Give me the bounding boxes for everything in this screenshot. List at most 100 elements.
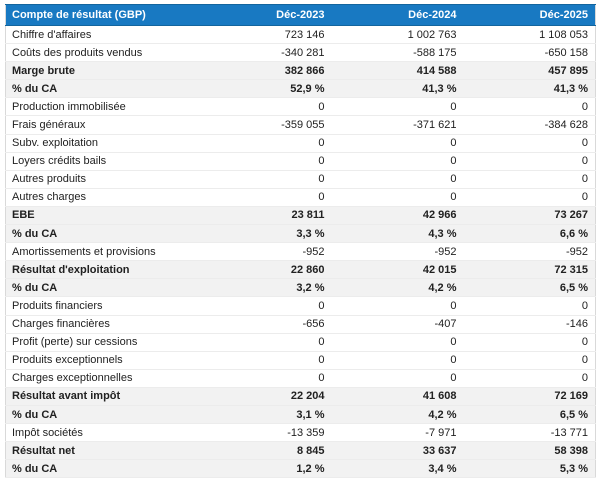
- value-cell: 42 015: [331, 260, 464, 280]
- value-cell: 58 398: [463, 441, 596, 461]
- table-header: Compte de résultat (GBP) Déc-2023 Déc-20…: [5, 4, 596, 26]
- row-label-cell: Production immobilisée: [5, 97, 200, 117]
- value-cell: 72 315: [463, 260, 596, 280]
- table-row: Produits exceptionnels 0 0 0: [5, 351, 596, 370]
- table-row: Résultat avant impôt 22 204 41 608 72 169: [5, 387, 596, 406]
- value-cell: -146: [463, 315, 596, 334]
- table-row: Résultat net 8 845 33 637 58 398: [5, 441, 596, 461]
- value-cell: 723 146: [199, 25, 332, 45]
- table-row: Autres charges 0 0 0: [5, 188, 596, 207]
- value-cell: -13 771: [463, 423, 596, 443]
- value-cell: 4,2 %: [331, 405, 464, 425]
- value-cell: 73 267: [463, 206, 596, 226]
- value-cell: 42 966: [331, 206, 464, 226]
- header-row: Compte de résultat (GBP) Déc-2023 Déc-20…: [5, 4, 596, 26]
- table-row: Charges exceptionnelles 0 0 0: [5, 369, 596, 388]
- value-cell: 0: [463, 351, 596, 370]
- value-cell: 0: [331, 170, 464, 189]
- row-label-cell: % du CA: [5, 278, 200, 298]
- row-label-cell: Résultat d'exploitation: [5, 260, 200, 280]
- table-row: Production immobilisée 0 0 0: [5, 97, 596, 117]
- value-cell: 41 608: [331, 387, 464, 406]
- income-statement-table: Compte de résultat (GBP) Déc-2023 Déc-20…: [5, 4, 596, 479]
- value-cell: 0: [331, 188, 464, 207]
- value-cell: 6,5 %: [463, 405, 596, 425]
- value-cell: 0: [199, 152, 332, 171]
- row-label-cell: Chiffre d'affaires: [5, 25, 200, 45]
- table-row: Coûts des produits vendus -340 281 -588 17…: [5, 43, 596, 63]
- header-cell-account: Compte de résultat (GBP): [5, 4, 200, 26]
- row-label-cell: Coûts des produits vendus: [5, 43, 200, 63]
- value-cell: -952: [199, 242, 332, 262]
- value-cell: 1 108 053: [463, 25, 596, 45]
- value-cell: 414 588: [331, 61, 464, 81]
- table-row: Chiffre d'affaires 723 146 1 002 763 1 108 …: [5, 25, 596, 45]
- table-row: % du CA 52,9 % 41,3 % 41,3 %: [5, 79, 596, 99]
- value-cell: 0: [463, 333, 596, 352]
- table-row: % du CA 3,1 % 4,2 % 6,5 %: [5, 405, 596, 425]
- value-cell: -407: [331, 315, 464, 334]
- table-row: % du CA 3,3 % 4,3 % 6,6 %: [5, 224, 596, 244]
- value-cell: -13 359: [199, 423, 332, 443]
- value-cell: -952: [463, 242, 596, 262]
- row-label-cell: Produits financiers: [5, 296, 200, 316]
- value-cell: -650 158: [463, 43, 596, 63]
- value-cell: -588 175: [331, 43, 464, 63]
- table-body: Chiffre d'affaires 723 146 1 002 763 1 108 …: [5, 25, 596, 479]
- value-cell: 41,3 %: [463, 79, 596, 99]
- value-cell: -656: [199, 315, 332, 334]
- header-cell-dec-2025: Déc-2025: [463, 4, 596, 26]
- table-row: Subv. exploitation 0 0 0: [5, 134, 596, 153]
- value-cell: -7 971: [331, 423, 464, 443]
- value-cell: 3,4 %: [331, 459, 464, 479]
- value-cell: 0: [463, 134, 596, 153]
- row-label-cell: Autres charges: [5, 188, 200, 207]
- table-row: Frais généraux -359 055 -371 621 -384 628: [5, 115, 596, 135]
- row-label-cell: Produits exceptionnels: [5, 351, 200, 370]
- value-cell: -340 281: [199, 43, 332, 63]
- table-row: Charges financières -656 -407 -146: [5, 315, 596, 334]
- header-cell-dec-2024: Déc-2024: [331, 4, 464, 26]
- table-row: Marge brute 382 866 414 588 457 895: [5, 61, 596, 81]
- value-cell: 0: [463, 152, 596, 171]
- row-label-cell: % du CA: [5, 79, 200, 99]
- row-label-cell: Frais généraux: [5, 115, 200, 135]
- value-cell: -359 055: [199, 115, 332, 135]
- value-cell: 0: [463, 296, 596, 316]
- value-cell: -952: [331, 242, 464, 262]
- row-label-cell: Subv. exploitation: [5, 134, 200, 153]
- table-row: Résultat d'exploitation 22 860 42 015 72 31…: [5, 260, 596, 280]
- table-row: Profit (perte) sur cessions 0 0 0: [5, 333, 596, 352]
- table-row: Produits financiers 0 0 0: [5, 296, 596, 316]
- value-cell: 0: [463, 188, 596, 207]
- value-cell: 8 845: [199, 441, 332, 461]
- value-cell: 0: [199, 296, 332, 316]
- table-row: % du CA 3,2 % 4,2 % 6,5 %: [5, 278, 596, 298]
- value-cell: 3,3 %: [199, 224, 332, 244]
- value-cell: 1,2 %: [199, 459, 332, 479]
- table-row: Autres produits 0 0 0: [5, 170, 596, 189]
- value-cell: 0: [463, 369, 596, 388]
- value-cell: 0: [199, 170, 332, 189]
- value-cell: 1 002 763: [331, 25, 464, 45]
- value-cell: 33 637: [331, 441, 464, 461]
- value-cell: 0: [199, 188, 332, 207]
- value-cell: 52,9 %: [199, 79, 332, 99]
- value-cell: 0: [199, 97, 332, 117]
- value-cell: 0: [463, 170, 596, 189]
- row-label-cell: Charges exceptionnelles: [5, 369, 200, 388]
- value-cell: 0: [199, 134, 332, 153]
- table-row: Loyers crédits bails 0 0 0: [5, 152, 596, 171]
- row-label-cell: EBE: [5, 206, 200, 226]
- value-cell: 72 169: [463, 387, 596, 406]
- table-row: EBE 23 811 42 966 73 267: [5, 206, 596, 226]
- value-cell: 22 860: [199, 260, 332, 280]
- value-cell: 0: [199, 369, 332, 388]
- value-cell: 23 811: [199, 206, 332, 226]
- value-cell: 3,1 %: [199, 405, 332, 425]
- row-label-cell: Résultat avant impôt: [5, 387, 200, 406]
- value-cell: 4,3 %: [331, 224, 464, 244]
- row-label-cell: % du CA: [5, 224, 200, 244]
- row-label-cell: Marge brute: [5, 61, 200, 81]
- row-label-cell: Amortissements et provisions: [5, 242, 200, 262]
